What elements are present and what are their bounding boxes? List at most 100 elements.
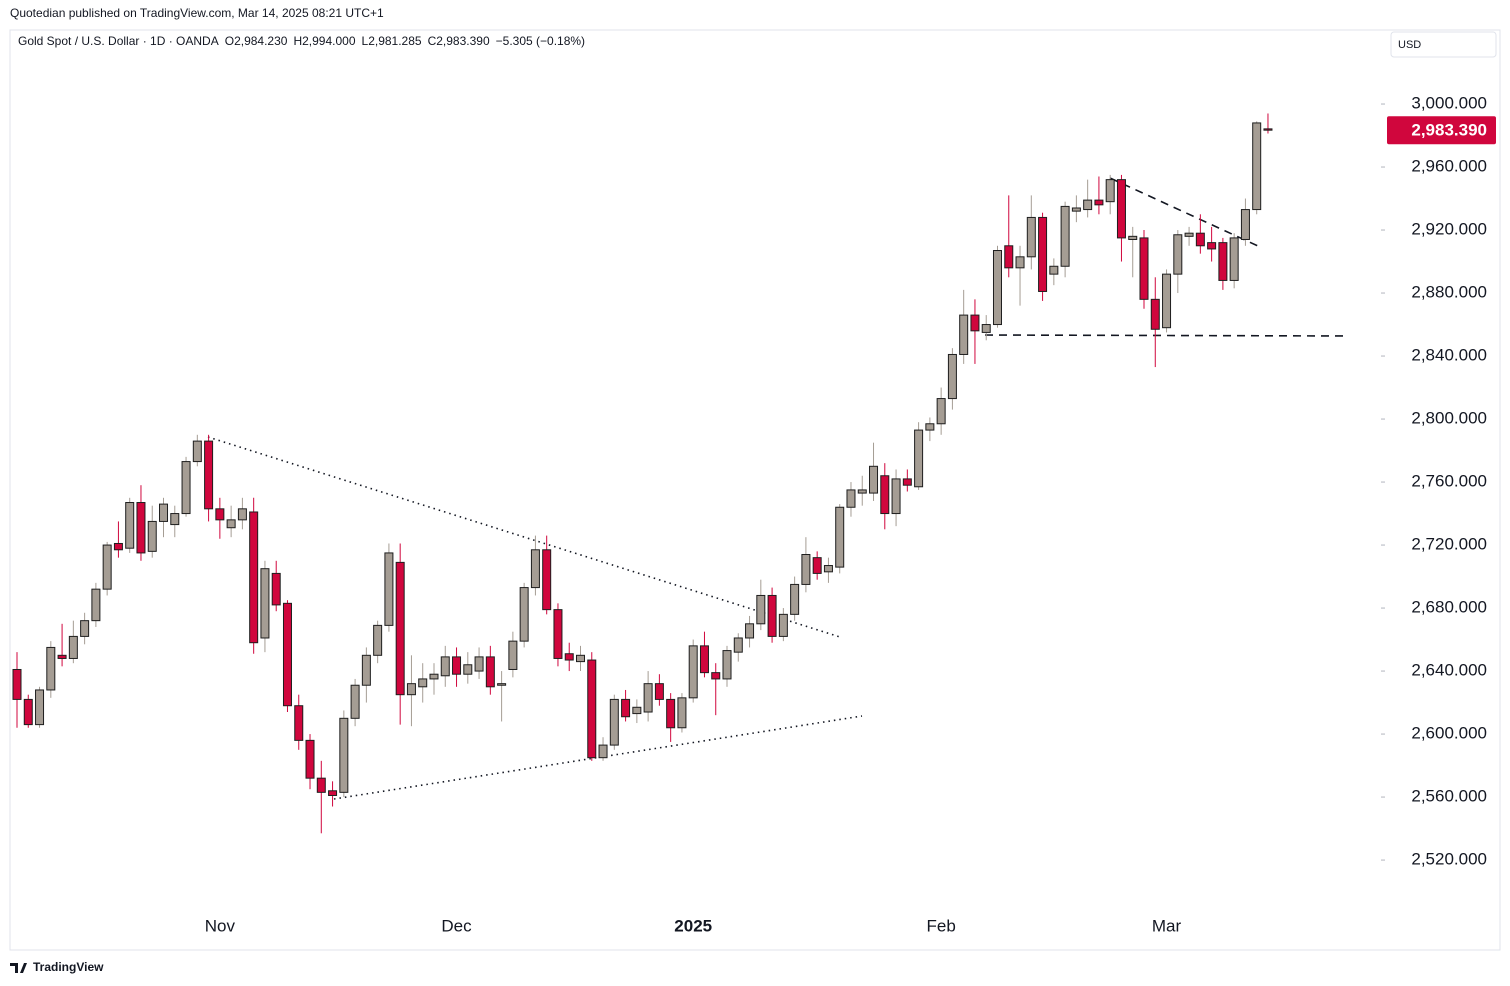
- candle-body: [1105, 179, 1115, 203]
- last-price-label: 2,983.390: [1411, 121, 1487, 140]
- candle-body: [237, 508, 247, 521]
- candle-body: [429, 673, 439, 680]
- candle-body: [46, 646, 56, 691]
- candle-body: [756, 594, 766, 625]
- trendline: [984, 334, 1349, 337]
- candle-body: [294, 705, 304, 741]
- candle-body: [1094, 199, 1104, 206]
- y-tick-label: 2,520.000: [1411, 850, 1487, 869]
- candle-body: [1015, 256, 1025, 269]
- candle-body: [159, 503, 169, 522]
- candle-body: [609, 698, 619, 746]
- x-tick-label: Dec: [441, 916, 472, 935]
- candle-body: [914, 429, 924, 488]
- candle-body: [406, 683, 416, 696]
- y-tick-label: 2,880.000: [1411, 283, 1487, 302]
- candle-body: [282, 602, 292, 707]
- candle-body: [23, 698, 33, 726]
- candle-body: [677, 697, 687, 729]
- brand-logo: [10, 963, 27, 973]
- y-tick-label: 3,000.000: [1411, 94, 1487, 113]
- candle-body: [384, 552, 394, 626]
- candle-body: [699, 645, 709, 674]
- candle-body: [271, 572, 281, 606]
- logo-mark: [10, 963, 27, 973]
- trendline: [1109, 177, 1259, 247]
- candle-body: [880, 475, 890, 515]
- brand: TradingView: [33, 960, 104, 974]
- candle-body: [823, 565, 833, 573]
- candle-body: [891, 478, 901, 515]
- candle-body: [1207, 242, 1217, 250]
- y-tick-label: 2,680.000: [1411, 598, 1487, 617]
- candle-body: [666, 698, 676, 729]
- candle-body: [204, 440, 214, 510]
- currency-box[interactable]: [1390, 31, 1497, 58]
- candle-body: [722, 650, 732, 680]
- candle-body: [587, 659, 597, 759]
- header-value: O2,984.230: [225, 34, 288, 48]
- y-tick-label: 2,760.000: [1411, 472, 1487, 491]
- y-tick-label: 2,640.000: [1411, 661, 1487, 680]
- currency[interactable]: USD: [1398, 39, 1421, 51]
- candle-body: [621, 698, 631, 718]
- candle-body: [1139, 237, 1149, 300]
- candle-body: [125, 502, 135, 549]
- candle-body: [1004, 245, 1014, 269]
- candle-body: [452, 656, 462, 675]
- candle-body: [902, 478, 912, 486]
- candle-body: [812, 557, 822, 574]
- candle-body: [170, 513, 180, 526]
- chart-title: Gold Spot / U.S. Dollar · 1D · OANDA: [18, 34, 219, 48]
- candle-body: [350, 684, 360, 719]
- candle-body: [260, 568, 270, 639]
- candle-body: [970, 314, 980, 332]
- candle-body: [936, 398, 946, 425]
- candle-body: [947, 353, 957, 400]
- candle-body: [925, 423, 935, 431]
- y-tick-label: 2,600.000: [1411, 724, 1487, 743]
- candle-body: [801, 554, 811, 585]
- candle-body: [1173, 234, 1183, 275]
- x-tick-label: Feb: [926, 916, 955, 935]
- candle-body: [474, 656, 484, 672]
- y-tick-label: 2,800.000: [1411, 409, 1487, 428]
- header-values: O2,984.230 H2,994.000 L2,981.285 C2,983.390…: [225, 34, 585, 48]
- candle-body: [1184, 232, 1194, 237]
- x-tick-label: Nov: [205, 916, 236, 935]
- y-tick-label: 2,560.000: [1411, 787, 1487, 806]
- candle-body: [395, 561, 405, 696]
- candle-body: [485, 656, 495, 688]
- header-value: −5.305 (−0.18%): [496, 34, 585, 48]
- candle-body: [508, 640, 518, 670]
- candle-body: [463, 664, 473, 675]
- candle-body: [981, 324, 991, 333]
- candle-body: [553, 609, 563, 659]
- candle-body: [767, 594, 777, 637]
- candle-body: [1071, 207, 1081, 212]
- candle-body: [1240, 209, 1250, 240]
- candle-body: [846, 489, 856, 508]
- candle-body: [12, 668, 22, 700]
- candle-body: [1116, 179, 1126, 239]
- candle-body: [215, 508, 225, 521]
- candle-body: [339, 717, 349, 793]
- candle-body: [835, 506, 845, 568]
- candle-body: [519, 587, 529, 642]
- candle-body: [992, 250, 1002, 326]
- trendline: [207, 436, 841, 638]
- candle-body: [542, 549, 552, 611]
- candle-body: [598, 744, 608, 759]
- candle-body: [147, 520, 157, 552]
- candle-body: [1038, 216, 1048, 292]
- credit: Quotedian published on TradingView.com, …: [10, 6, 384, 20]
- candle-body: [181, 461, 191, 515]
- candle-body: [745, 623, 755, 639]
- candle-body: [778, 613, 788, 637]
- candle-body: [136, 502, 146, 554]
- candle-body: [1263, 128, 1273, 131]
- candle-body: [857, 489, 867, 494]
- candle-body: [249, 511, 259, 644]
- candle-body: [1060, 205, 1070, 267]
